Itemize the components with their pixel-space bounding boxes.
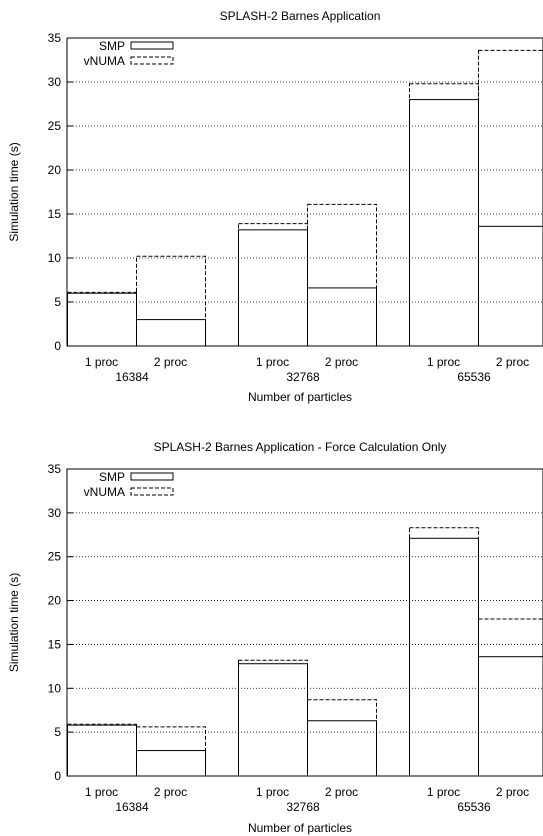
y-tick-label: 5 (54, 295, 61, 309)
x-tick-label: 2 proc (496, 785, 529, 799)
chart-title: SPLASH-2 Barnes Application - Force Calc… (154, 440, 447, 454)
y-tick-label: 30 (48, 506, 62, 520)
bar-vnuma-5 (410, 84, 479, 346)
bar-smp-1 (68, 293, 137, 346)
legend-swatch-vnuma (131, 57, 173, 64)
x-tick-label: 1 proc (427, 785, 460, 799)
bar-vnuma-6 (479, 50, 543, 346)
legend-label-smp: SMP (99, 470, 125, 484)
legend-swatch-vnuma (131, 488, 173, 495)
bar-smp-2 (137, 320, 206, 346)
x-tick-label: 1 proc (256, 785, 289, 799)
y-tick-label: 5 (54, 725, 61, 739)
bar-smp-4 (308, 288, 377, 346)
x-tick-label: 2 proc (154, 355, 187, 369)
y-tick-label: 30 (48, 75, 62, 89)
x-tick-label: 2 proc (325, 355, 358, 369)
y-tick-label: 20 (48, 594, 62, 608)
legend-label-vnuma: vNUMA (84, 54, 125, 68)
chart-title: SPLASH-2 Barnes Application (220, 9, 381, 23)
y-tick-label: 25 (48, 119, 62, 133)
bar-smp-4 (308, 721, 377, 776)
y-tick-label: 0 (54, 339, 61, 353)
legend-swatch-smp (131, 42, 173, 49)
bar-vnuma-1 (68, 292, 137, 346)
bar-vnuma-1 (68, 724, 137, 776)
y-tick-label: 15 (48, 637, 62, 651)
bar-smp-3 (239, 664, 308, 776)
bar-vnuma-2 (137, 256, 206, 346)
x-group-label: 32768 (286, 370, 320, 384)
x-group-label: 65536 (457, 800, 491, 814)
x-tick-label: 1 proc (256, 355, 289, 369)
x-group-label: 65536 (457, 370, 491, 384)
bar-vnuma-4 (308, 700, 377, 776)
bar-vnuma-2 (137, 727, 206, 776)
legend-swatch-smp (131, 473, 173, 480)
legend-label-vnuma: vNUMA (84, 485, 125, 499)
x-axis-label: Number of particles (248, 390, 352, 404)
x-tick-label: 1 proc (85, 355, 118, 369)
x-tick-label: 2 proc (496, 355, 529, 369)
x-tick-label: 2 proc (154, 785, 187, 799)
y-tick-label: 25 (48, 550, 62, 564)
y-axis-label: Simulation time (s) (7, 573, 21, 672)
y-tick-label: 15 (48, 207, 62, 221)
y-tick-label: 35 (48, 31, 62, 45)
y-tick-label: 35 (48, 462, 62, 476)
bar-smp-1 (68, 725, 137, 776)
plot-frame (67, 469, 543, 776)
bar-vnuma-6 (479, 619, 543, 776)
bar-smp-2 (137, 751, 206, 776)
y-tick-label: 0 (54, 769, 61, 783)
bar-smp-5 (410, 538, 479, 776)
chart-2: SPLASH-2 Barnes Application - Force Calc… (7, 440, 543, 835)
x-tick-label: 1 proc (85, 785, 118, 799)
legend-label-smp: SMP (99, 39, 125, 53)
x-tick-label: 2 proc (325, 785, 358, 799)
bar-smp-5 (410, 100, 479, 346)
bar-vnuma-5 (410, 528, 479, 776)
bar-vnuma-4 (308, 204, 377, 346)
bar-smp-3 (239, 230, 308, 346)
chart-1: SPLASH-2 Barnes Application 0 5 10 15 20 25 30 3… (7, 9, 543, 404)
x-group-label: 32768 (286, 800, 320, 814)
bar-smp-6 (479, 657, 543, 776)
bar-vnuma-3 (239, 660, 308, 776)
y-tick-label: 20 (48, 163, 62, 177)
y-tick-label: 10 (48, 251, 62, 265)
x-group-label: 16384 (115, 370, 149, 384)
bar-smp-6 (479, 226, 543, 346)
y-tick-label: 10 (48, 681, 62, 695)
x-group-label: 16384 (115, 800, 149, 814)
x-axis-label: Number of particles (248, 821, 352, 835)
y-axis-label: Simulation time (s) (7, 142, 21, 241)
bar-vnuma-3 (239, 224, 308, 346)
x-tick-label: 1 proc (427, 355, 460, 369)
